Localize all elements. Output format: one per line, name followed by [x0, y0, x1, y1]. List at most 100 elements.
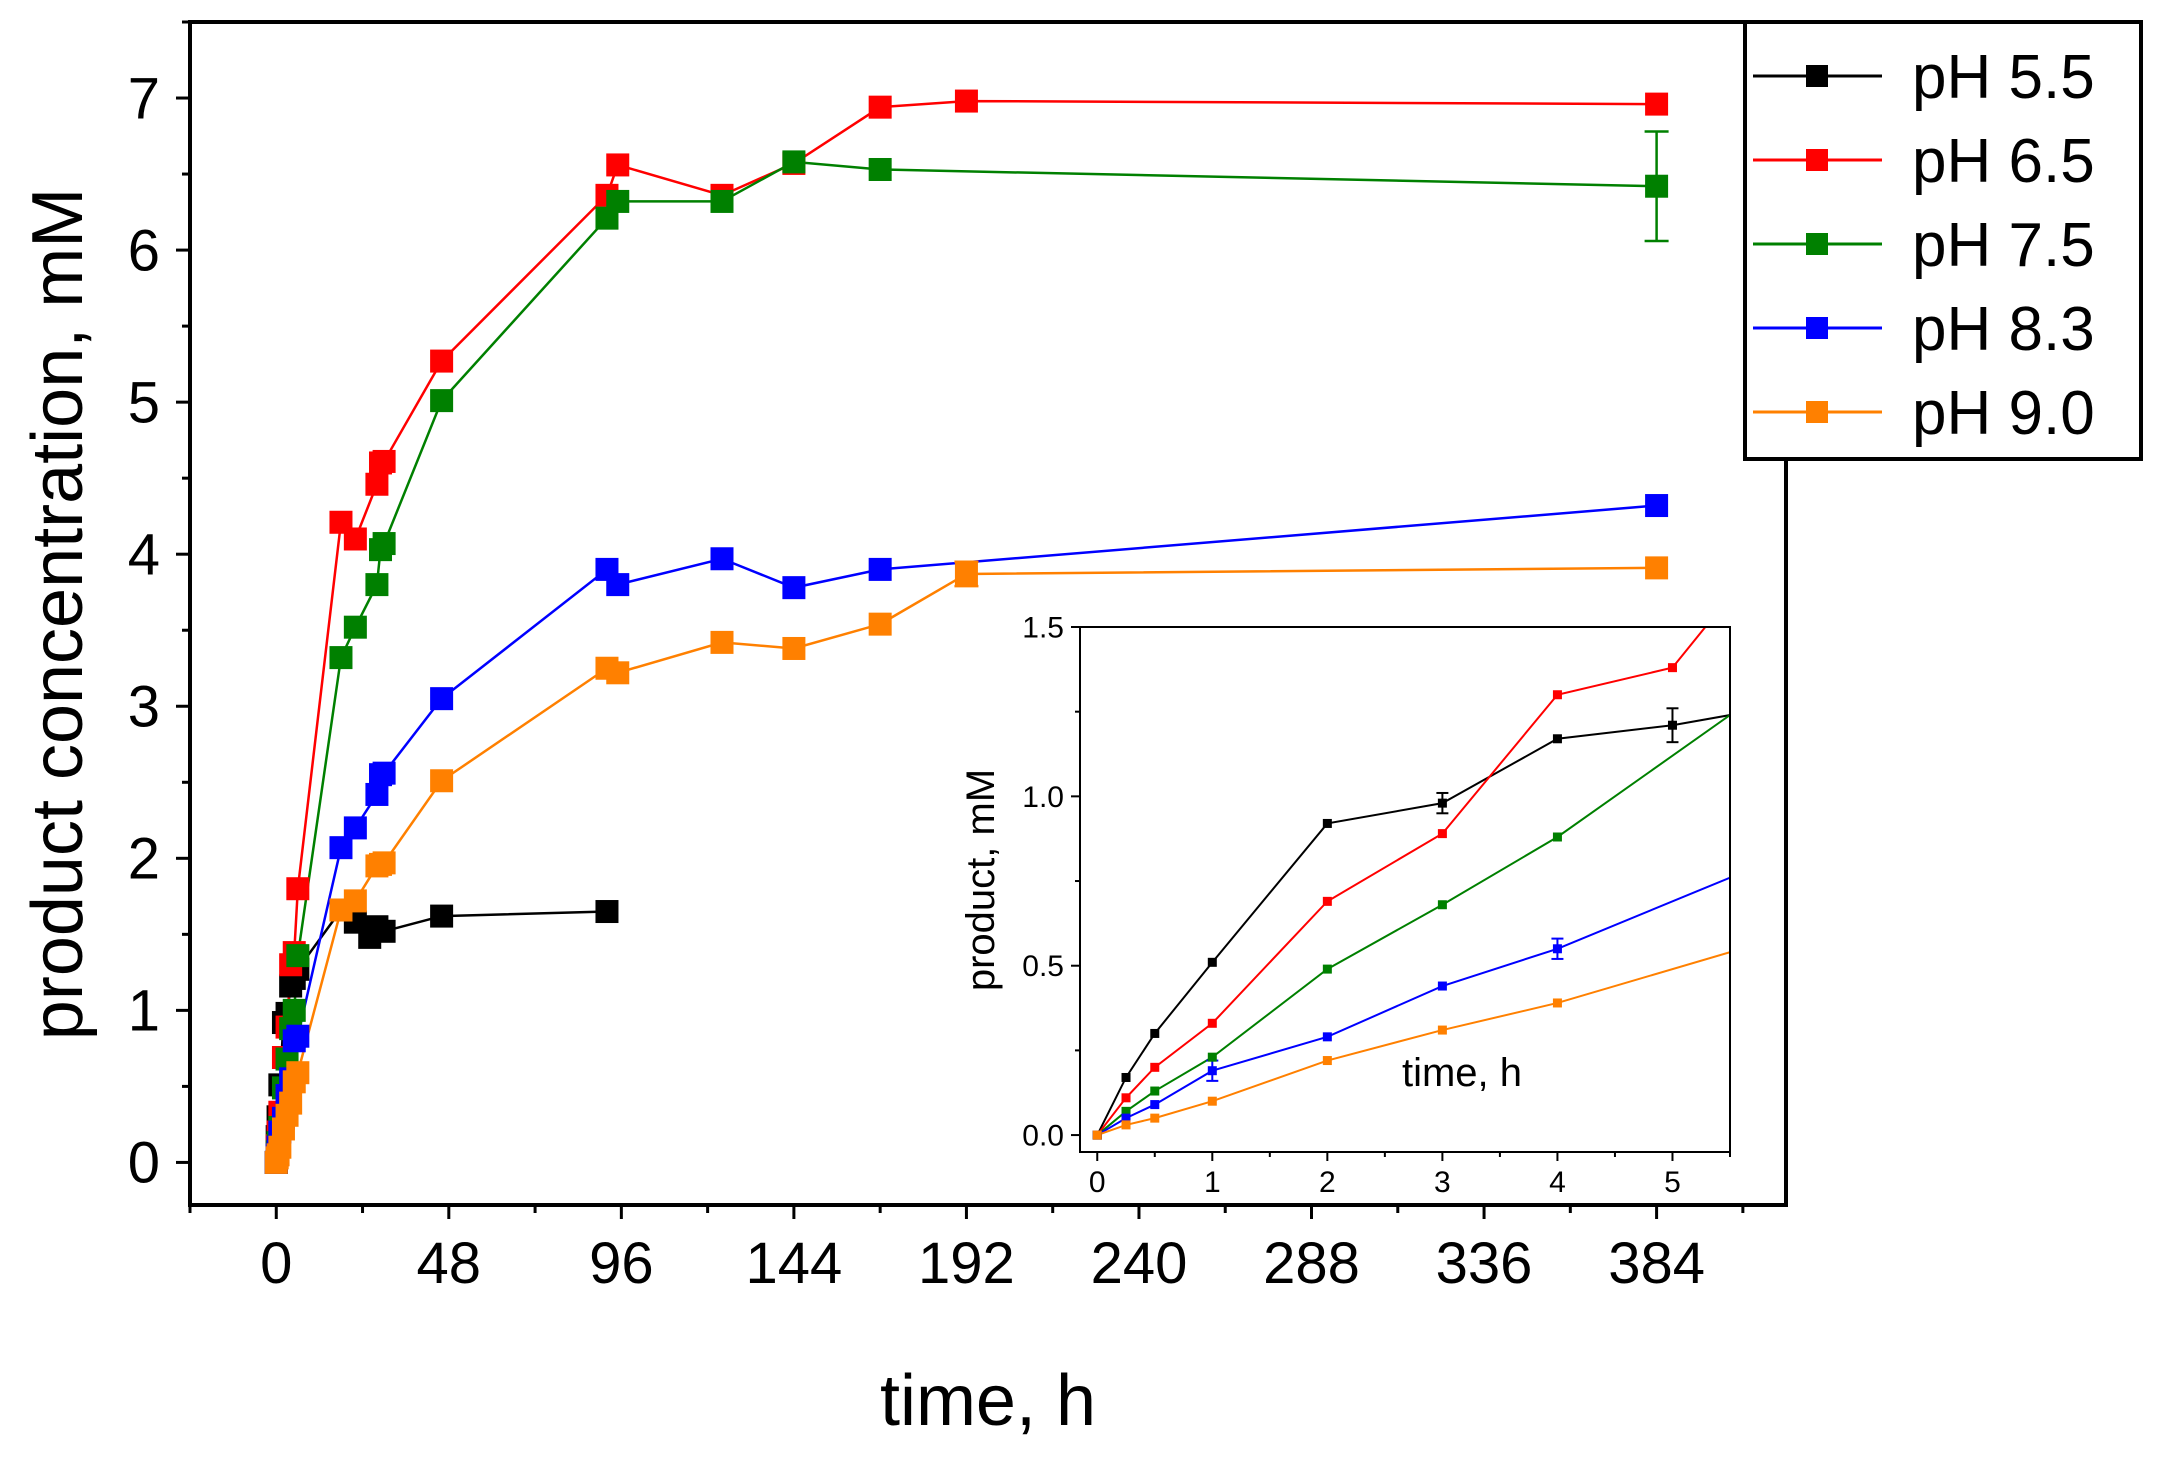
inset-data-point-ph-90 — [1092, 1130, 1102, 1140]
inset-series-group — [1092, 627, 1730, 1140]
main-x-tick-label: 48 — [417, 1231, 482, 1296]
main-data-point-ph-83 — [365, 782, 389, 806]
main-data-point-ph-75 — [365, 573, 389, 597]
main-data-point-ph-65 — [286, 877, 310, 901]
main-data-point-ph-65 — [372, 449, 396, 473]
inset-y-tick-label: 0.5 — [1022, 950, 1064, 983]
main-data-point-ph-83 — [782, 576, 806, 600]
inset-axis-ticks: 0 1 2 3 4 5 0.0 0.5 1.0 1.5 — [1022, 612, 1731, 1199]
inset-x-axis-label: time, h — [1402, 1051, 1522, 1095]
legend-label-ph-55: pH 5.5 — [1912, 43, 2095, 112]
inset-plot-frame — [1079, 626, 1731, 1153]
main-data-point-ph-90 — [710, 630, 734, 654]
main-x-tick-label: 288 — [1263, 1231, 1360, 1296]
main-data-point-ph-75 — [372, 532, 396, 556]
main-data-point-ph-90 — [279, 1091, 303, 1115]
inset-data-point-ph-90 — [1322, 1056, 1332, 1066]
inset-data-point-ph-55 — [1667, 720, 1677, 730]
main-y-tick-label: 2 — [128, 827, 160, 892]
main-data-point-ph-90 — [1645, 556, 1669, 580]
main-data-point-ph-55 — [595, 900, 619, 924]
inset-data-point-ph-75 — [1437, 900, 1447, 910]
main-data-point-ph-83 — [343, 816, 367, 840]
main-y-tick-label: 5 — [128, 370, 160, 435]
main-plot-frame — [188, 20, 1788, 1207]
main-data-point-ph-75 — [1645, 174, 1669, 198]
inset-data-point-ph-90 — [1552, 998, 1562, 1008]
main-data-point-ph-83 — [372, 761, 396, 785]
inset-data-point-ph-55 — [1552, 734, 1562, 744]
inset-data-point-ph-75 — [1121, 1106, 1131, 1116]
main-data-point-ph-75 — [286, 944, 310, 968]
main-data-point-ph-83 — [286, 1024, 310, 1048]
main-data-point-ph-83 — [1645, 494, 1669, 518]
main-y-tick-label: 0 — [128, 1131, 160, 1196]
main-data-point-ph-90 — [606, 661, 630, 685]
inset-x-tick-label: 3 — [1434, 1166, 1451, 1199]
inset-y-axis-label: product, mM — [959, 769, 1003, 991]
main-data-point-ph-90 — [868, 612, 892, 636]
inset-data-point-ph-55 — [1322, 818, 1332, 828]
legend: pH 5.5 pH 6.5 pH 7.5 pH 8.3 pH 9.0 — [1743, 20, 2143, 461]
main-data-point-ph-65 — [365, 472, 389, 496]
main-data-point-ph-90 — [430, 769, 454, 793]
legend-marker-ph-90 — [1806, 401, 1828, 423]
main-data-point-ph-65 — [954, 89, 978, 113]
legend-label-ph-65: pH 6.5 — [1912, 127, 2095, 196]
inset-data-point-ph-75 — [1207, 1052, 1217, 1062]
main-data-point-ph-55 — [430, 904, 454, 928]
inset-series-line-ph-90 — [1096, 951, 1730, 1137]
main-data-point-ph-75 — [782, 150, 806, 174]
inset-y-tick-label: 0.0 — [1022, 1120, 1064, 1153]
main-plot-area — [264, 89, 1669, 1174]
inset-x-tick-label: 2 — [1319, 1166, 1336, 1199]
main-x-tick-label: 192 — [918, 1231, 1015, 1296]
main-data-point-ph-90 — [343, 889, 367, 913]
inset-data-point-ph-90 — [1150, 1113, 1160, 1123]
inset-data-point-ph-90 — [1121, 1120, 1131, 1130]
main-data-point-ph-83 — [606, 573, 630, 597]
main-data-point-ph-65 — [868, 95, 892, 119]
main-series-group — [264, 89, 1669, 1174]
legend-item-ph-90: pH 9.0 — [1753, 379, 2095, 448]
legend-label-ph-75: pH 7.5 — [1912, 211, 2095, 280]
inset-background — [1080, 627, 1730, 1152]
inset-data-point-ph-55 — [1207, 957, 1217, 967]
inset-series-line-ph-83 — [1096, 876, 1730, 1136]
legend-item-ph-65: pH 6.5 — [1753, 127, 2095, 196]
inset-data-point-ph-83 — [1150, 1100, 1160, 1110]
inset-data-point-ph-90 — [1207, 1096, 1217, 1106]
main-x-tick-label: 144 — [746, 1231, 843, 1296]
main-y-tick-label: 7 — [128, 66, 160, 131]
legend-marker-ph-75 — [1806, 233, 1828, 255]
main-x-tick-label: 96 — [589, 1231, 654, 1296]
legend-marker-ph-65 — [1806, 149, 1828, 171]
main-data-point-ph-90 — [286, 1061, 310, 1085]
inset-data-point-ph-55 — [1121, 1072, 1131, 1082]
inset-data-point-ph-90 — [1437, 1025, 1447, 1035]
inset-data-point-ph-55 — [1437, 798, 1447, 808]
legend-marker-ph-55 — [1806, 65, 1828, 87]
inset-data-point-ph-75 — [1322, 964, 1332, 974]
main-data-point-ph-65 — [343, 527, 367, 551]
inset-data-point-ph-65 — [1552, 690, 1562, 700]
inset-data-point-ph-83 — [1552, 944, 1562, 954]
main-data-point-ph-90 — [782, 636, 806, 660]
inset-data-point-ph-75 — [1552, 832, 1562, 842]
inset-plot-area — [1092, 627, 1730, 1140]
main-x-tick-label: 336 — [1436, 1231, 1533, 1296]
main-y-tick-label: 6 — [128, 218, 160, 283]
inset-y-tick-label: 1.5 — [1022, 612, 1064, 645]
inset-data-point-ph-83 — [1121, 1113, 1131, 1123]
inset-x-tick-label: 4 — [1549, 1166, 1566, 1199]
legend-label-ph-90: pH 9.0 — [1912, 379, 2095, 448]
main-y-axis-label: product concentration, mM — [18, 188, 98, 1040]
main-x-tick-label: 384 — [1608, 1231, 1705, 1296]
main-x-axis-label: time, h — [880, 1361, 1096, 1441]
main-y-tick-label: 3 — [128, 675, 160, 740]
inset-series-line-ph-75 — [1096, 713, 1730, 1136]
legend-item-ph-55: pH 5.5 — [1753, 43, 2095, 112]
main-data-point-ph-75 — [868, 157, 892, 181]
